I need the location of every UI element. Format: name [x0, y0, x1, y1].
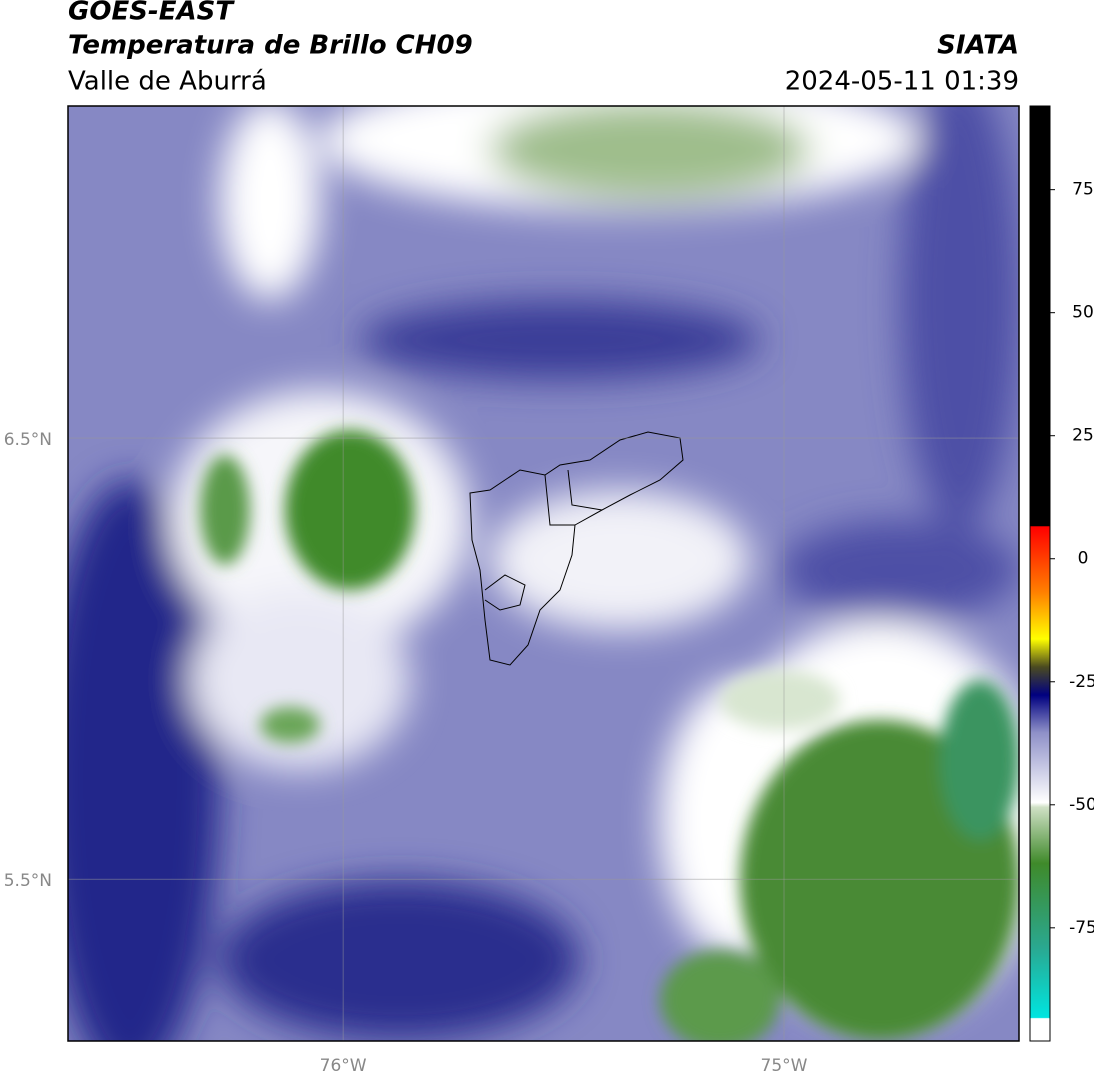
colorbar-tick-label: -25 [1069, 672, 1094, 692]
datetime: 2024-05-11 01:39 [785, 67, 1019, 97]
colorbar-tick-label: 25 [1072, 426, 1094, 446]
colorbar-tick-label: -75 [1069, 918, 1094, 938]
x-tick-label: 76°W [320, 1056, 367, 1076]
colorbar-tick-label: -50 [1069, 795, 1094, 815]
title: GOES-EAST [68, 0, 235, 27]
y-tick-label: 5.5°N [4, 871, 52, 891]
colorbar-tick-label: 75 [1072, 180, 1094, 200]
x-tick-label: 75°W [761, 1056, 808, 1076]
colorbar-tick-label: 50 [1072, 303, 1094, 323]
subtitle: Temperatura de Brillo CH09 [68, 31, 473, 61]
region: Valle de Aburrá [68, 67, 267, 97]
map-frame [67, 105, 1020, 1042]
satellite-image [68, 106, 1019, 1041]
y-tick-label: 6.5°N [4, 430, 52, 450]
source: SIATA [937, 31, 1019, 61]
colorbar [1029, 105, 1051, 1042]
colorbar-tick-label: 0 [1078, 549, 1089, 569]
